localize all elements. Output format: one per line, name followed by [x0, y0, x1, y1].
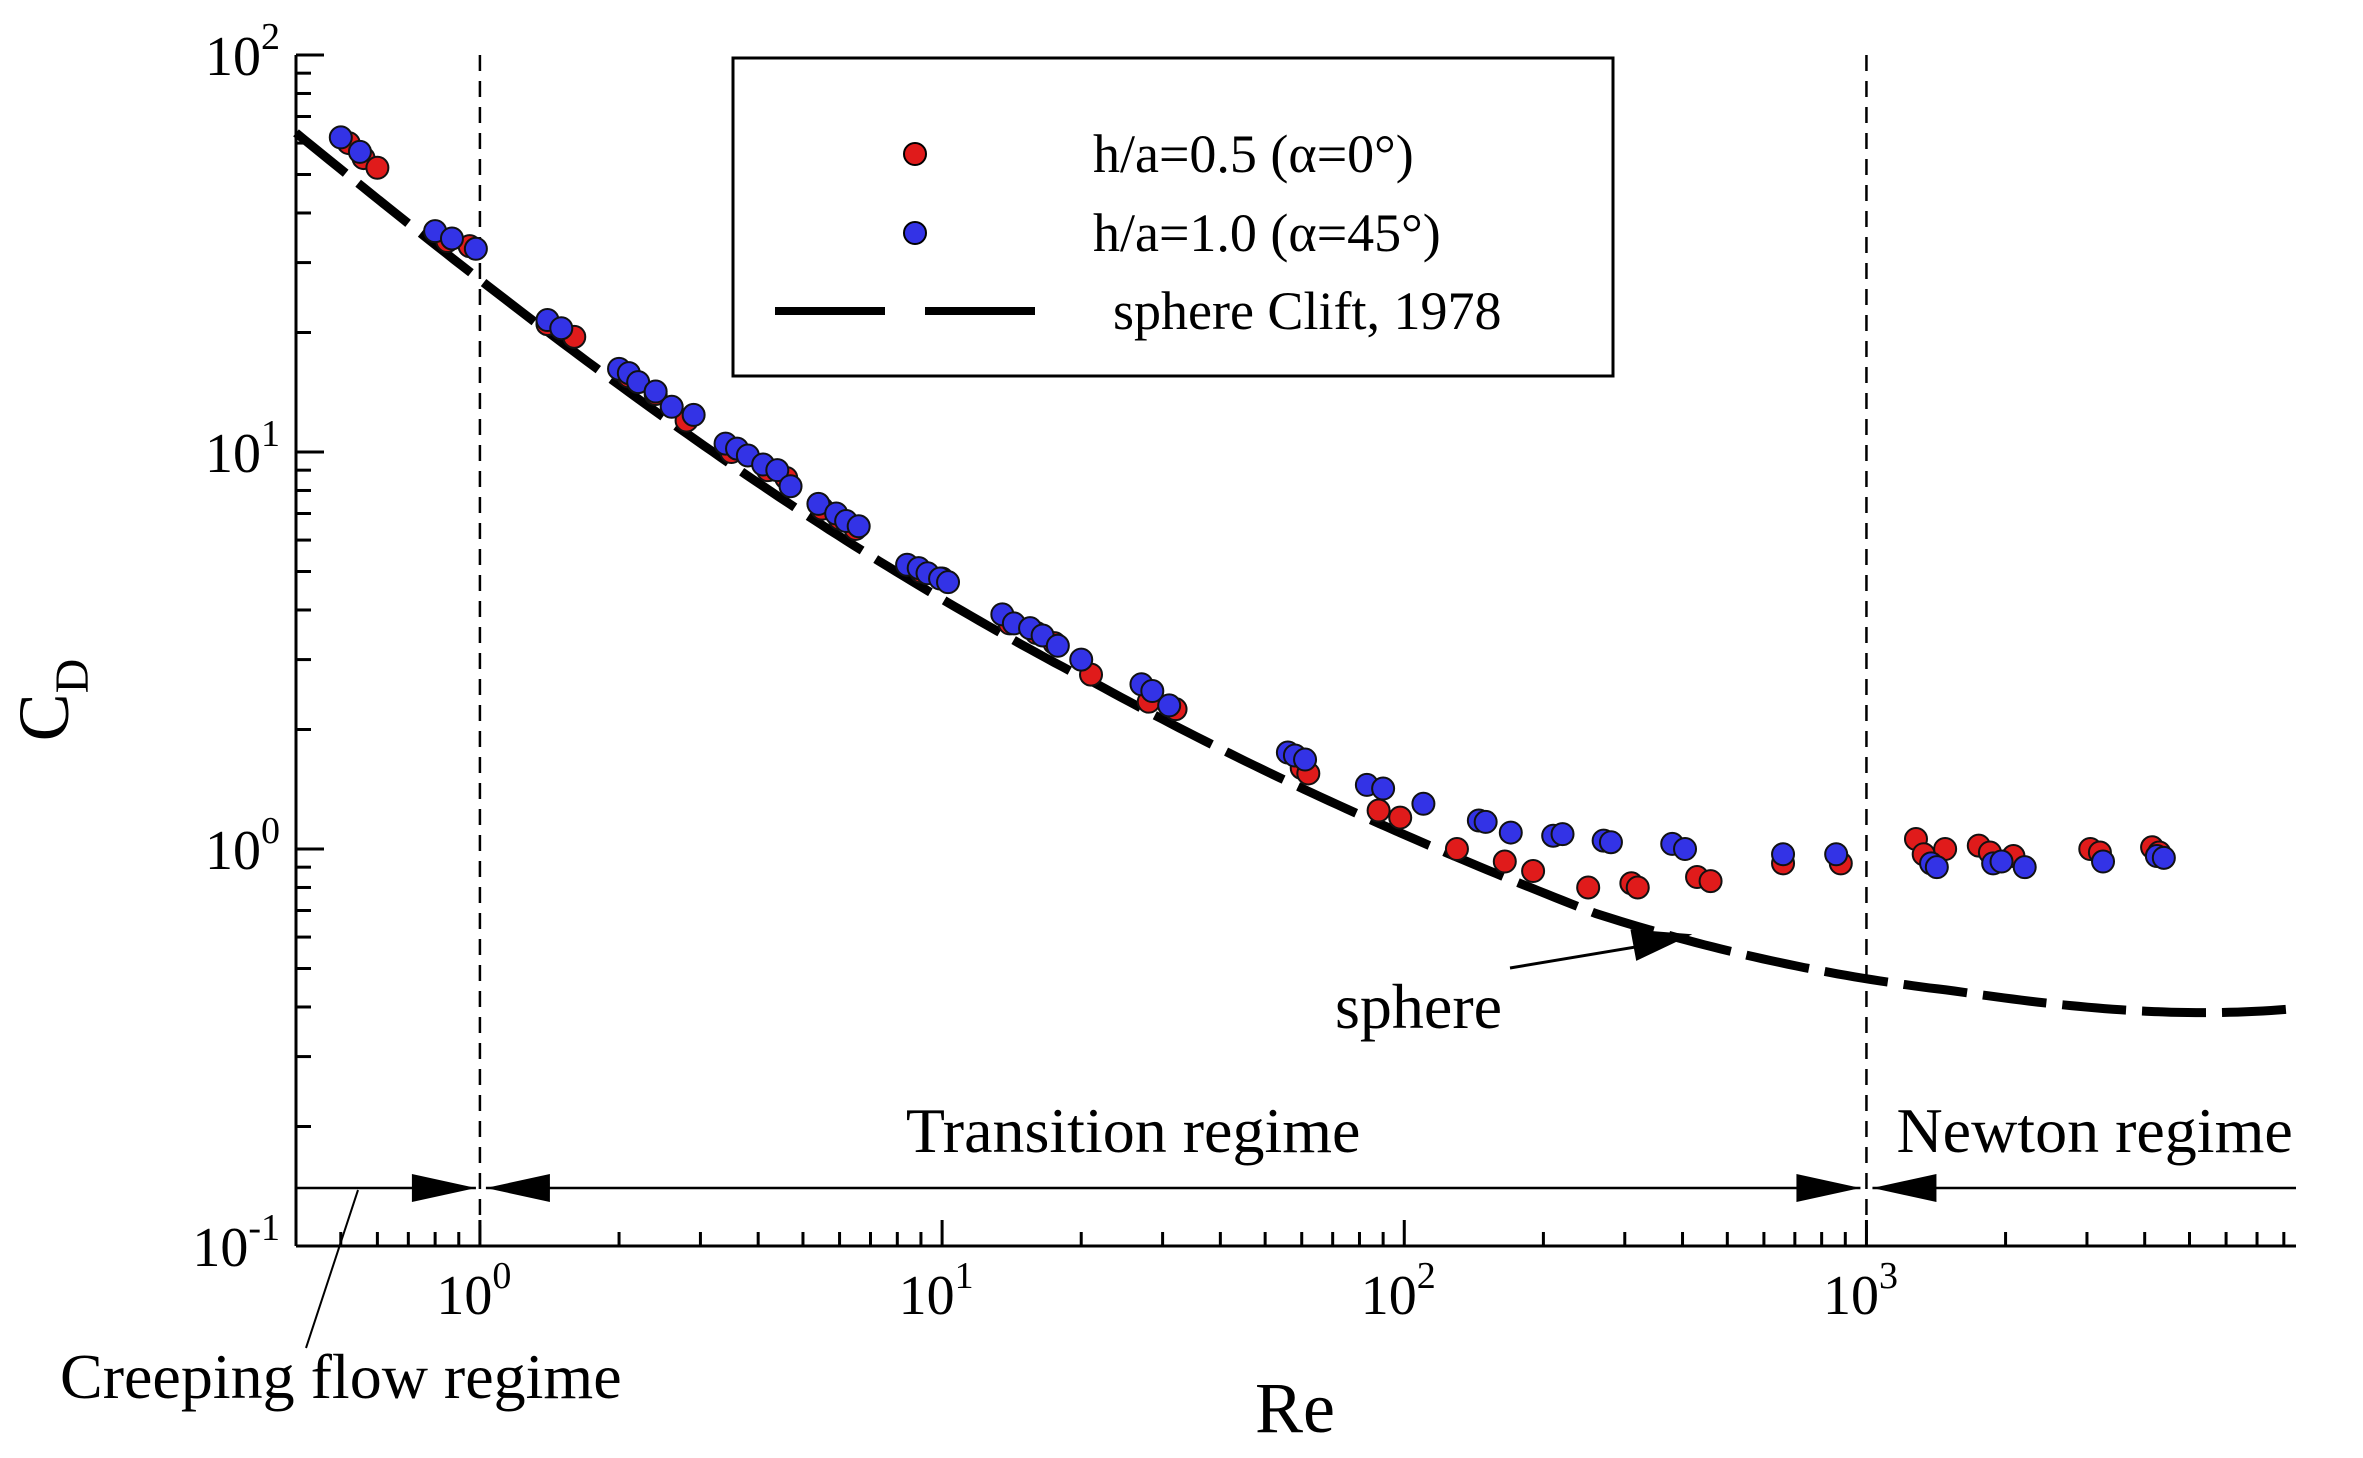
- data-point-blue: [1498, 820, 1523, 845]
- creeping-regime-arrowhead: [411, 1174, 476, 1202]
- sphere-annotation-label: sphere: [1335, 971, 1502, 1042]
- data-point-red: [1444, 837, 1469, 861]
- data-point-blue: [328, 125, 353, 150]
- data-point-blue: [1824, 842, 1849, 867]
- legend-label-sphere-clift: sphere Clift, 1978: [1113, 281, 1501, 341]
- data-point-blue: [2151, 845, 2176, 870]
- data-point-blue: [2012, 855, 2037, 880]
- data-point-red: [1492, 849, 1517, 874]
- legend-marker-blue-circle: [903, 221, 927, 245]
- legend-label-h-a-0-5: h/a=0.5 (α=0°): [1093, 124, 1414, 184]
- data-point-blue: [681, 402, 706, 427]
- data-point-blue: [549, 316, 574, 341]
- creeping-flow-regime-label: Creeping flow regime: [60, 1341, 622, 1412]
- x-axis-title: Re: [1255, 1368, 1335, 1448]
- data-point-blue: [1598, 830, 1623, 855]
- regime-boundaries: [478, 55, 1868, 1246]
- y-ticks: [296, 53, 324, 1248]
- data-point-blue: [765, 458, 790, 483]
- data-point-blue: [1069, 647, 1094, 672]
- x-tick-label: 100: [436, 1255, 511, 1327]
- data-point-blue: [347, 139, 372, 164]
- data-point-red: [1698, 869, 1723, 894]
- sphere-annotation-arrow: [1509, 942, 1653, 970]
- legend-label-h-a-1-0: h/a=1.0 (α=45°): [1093, 203, 1441, 263]
- y-tick-label: 101: [205, 413, 280, 485]
- data-point-blue: [1771, 842, 1796, 867]
- regime-arrows: [296, 1174, 2296, 1202]
- data-point-blue: [643, 379, 668, 404]
- legend-marker-red-circle: [903, 142, 927, 166]
- y-tick-labels: 10-1 100 101 102: [192, 16, 280, 1279]
- data-point-red: [1576, 875, 1601, 900]
- data-point-blue: [1411, 791, 1436, 816]
- data-point-blue: [463, 236, 488, 261]
- data-point-blue: [1550, 822, 1575, 847]
- data-point-blue: [1473, 809, 1498, 834]
- creeping-flow-pointer-line: [305, 1189, 359, 1349]
- transition-regime-arrowhead-left: [485, 1174, 550, 1202]
- data-point-blue: [846, 514, 871, 539]
- data-point-red: [1366, 798, 1391, 823]
- x-ticks: [294, 1220, 2286, 1246]
- y-axis-title: CD: [4, 659, 99, 742]
- data-point-blue: [659, 394, 684, 419]
- axes: [294, 55, 2296, 1248]
- y-tick-label: 102: [205, 16, 280, 88]
- data-point-blue: [1293, 747, 1318, 772]
- y-tick-label: 10-1: [192, 1207, 280, 1279]
- transition-regime-arrowhead-right: [1796, 1174, 1861, 1202]
- data-point-red: [1625, 875, 1650, 900]
- legend-box: [731, 56, 1615, 378]
- x-tick-label: 101: [899, 1255, 974, 1327]
- data-point-blue: [1989, 849, 2014, 874]
- sphere-clift-curve: [293, 129, 2297, 1018]
- data-point-blue: [1157, 693, 1182, 718]
- data-point-blue: [1924, 855, 1949, 880]
- sphere-annotation-arrowhead: [1630, 929, 1693, 961]
- data-point-blue: [1045, 633, 1070, 658]
- transition-regime-label: Transition regime: [906, 1095, 1361, 1166]
- data-point-blue: [1371, 776, 1396, 801]
- x-tick-label: 102: [1361, 1255, 1436, 1327]
- x-tick-label: 103: [1823, 1255, 1898, 1327]
- data-point-blue: [439, 226, 464, 251]
- newton-regime-arrowhead: [1872, 1174, 1937, 1202]
- newton-regime-label: Newton regime: [1896, 1095, 2292, 1166]
- data-point-blue: [2091, 849, 2116, 874]
- data-point-red: [1521, 859, 1546, 884]
- data-point-blue: [1673, 837, 1698, 861]
- legend: h/a=0.5 (α=0°) h/a=1.0 (α=45°) sphere Cl…: [731, 56, 1615, 378]
- series-h-a-1-0: [328, 125, 2176, 880]
- data-point-red: [365, 155, 390, 180]
- y-tick-label: 100: [205, 810, 280, 882]
- data-point-red: [1388, 805, 1413, 830]
- data-point-blue: [936, 570, 961, 595]
- x-tick-labels: 100 101 102 103: [436, 1255, 1898, 1327]
- data-point-blue: [1140, 679, 1165, 704]
- data-point-blue: [778, 474, 803, 499]
